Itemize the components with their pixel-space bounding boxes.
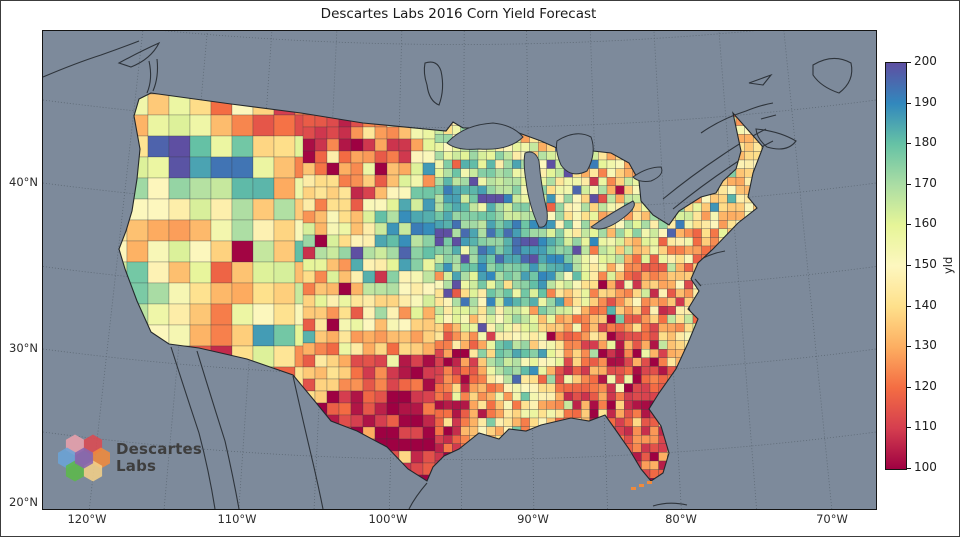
us-county-choropleth-map — [43, 31, 876, 509]
lat-tick-label: 40°N — [9, 175, 38, 189]
logo-line-2: Labs — [116, 457, 157, 475]
colorbar-tick-label: 190 — [914, 94, 937, 109]
lon-tick-label: 90°W — [517, 512, 549, 526]
colorbar-tick-mark — [907, 387, 911, 388]
colorbar-tick-mark — [907, 346, 911, 347]
us-outline — [118, 92, 764, 482]
lon-tick-label: 70°W — [816, 512, 848, 526]
logo-hexagon-center — [74, 447, 94, 469]
colorbar-tick-mark — [907, 427, 911, 428]
colorbar-tick-label: 110 — [914, 419, 937, 434]
figure-title: Descartes Labs 2016 Corn Yield Forecast — [320, 6, 597, 22]
colorbar-tick-label: 170 — [914, 175, 937, 190]
map-plot-area — [42, 30, 877, 510]
colorbar-tick-label: 180 — [914, 135, 937, 150]
lat-tick-label: 30°N — [9, 341, 38, 355]
colorbar-tick-mark — [907, 103, 911, 104]
logo-hexagon-icon — [58, 434, 110, 482]
colorbar-tick-mark — [907, 306, 911, 307]
colorbar-tick-label: 100 — [914, 460, 937, 474]
colorbar-tick-label: 150 — [914, 257, 937, 271]
lon-tick-label: 80°W — [665, 512, 697, 526]
colorbar-tick-label: 140 — [914, 297, 937, 312]
colorbar-tick-mark — [907, 224, 911, 225]
colorbar-tick-mark — [907, 468, 911, 469]
logo-wordmark: Descartes Labs — [116, 441, 202, 475]
colorbar-tick-label: 200 — [914, 54, 937, 68]
lon-tick-label: 120°W — [67, 512, 107, 526]
colorbar — [885, 62, 907, 470]
great-lakes — [446, 122, 663, 230]
lon-tick-label: 110°W — [217, 512, 257, 526]
colorbar-tick-label: 120 — [914, 378, 937, 393]
logo-line-1: Descartes — [116, 440, 203, 458]
lon-tick-label: 100°W — [368, 512, 408, 526]
colorbar-tick-label: 130 — [914, 338, 937, 353]
lat-tick-label: 20°N — [9, 495, 38, 509]
florida-keys — [631, 481, 652, 490]
descartes-labs-logo: Descartes Labs — [58, 432, 202, 484]
colorbar-axis-label: yld — [941, 256, 955, 274]
colorbar-tick-mark — [907, 143, 911, 144]
colorbar-tick-mark — [907, 265, 911, 266]
colorbar-tick-mark — [907, 62, 911, 63]
colorbar-tick-mark — [907, 184, 911, 185]
colorbar-tick-label: 160 — [914, 216, 937, 231]
